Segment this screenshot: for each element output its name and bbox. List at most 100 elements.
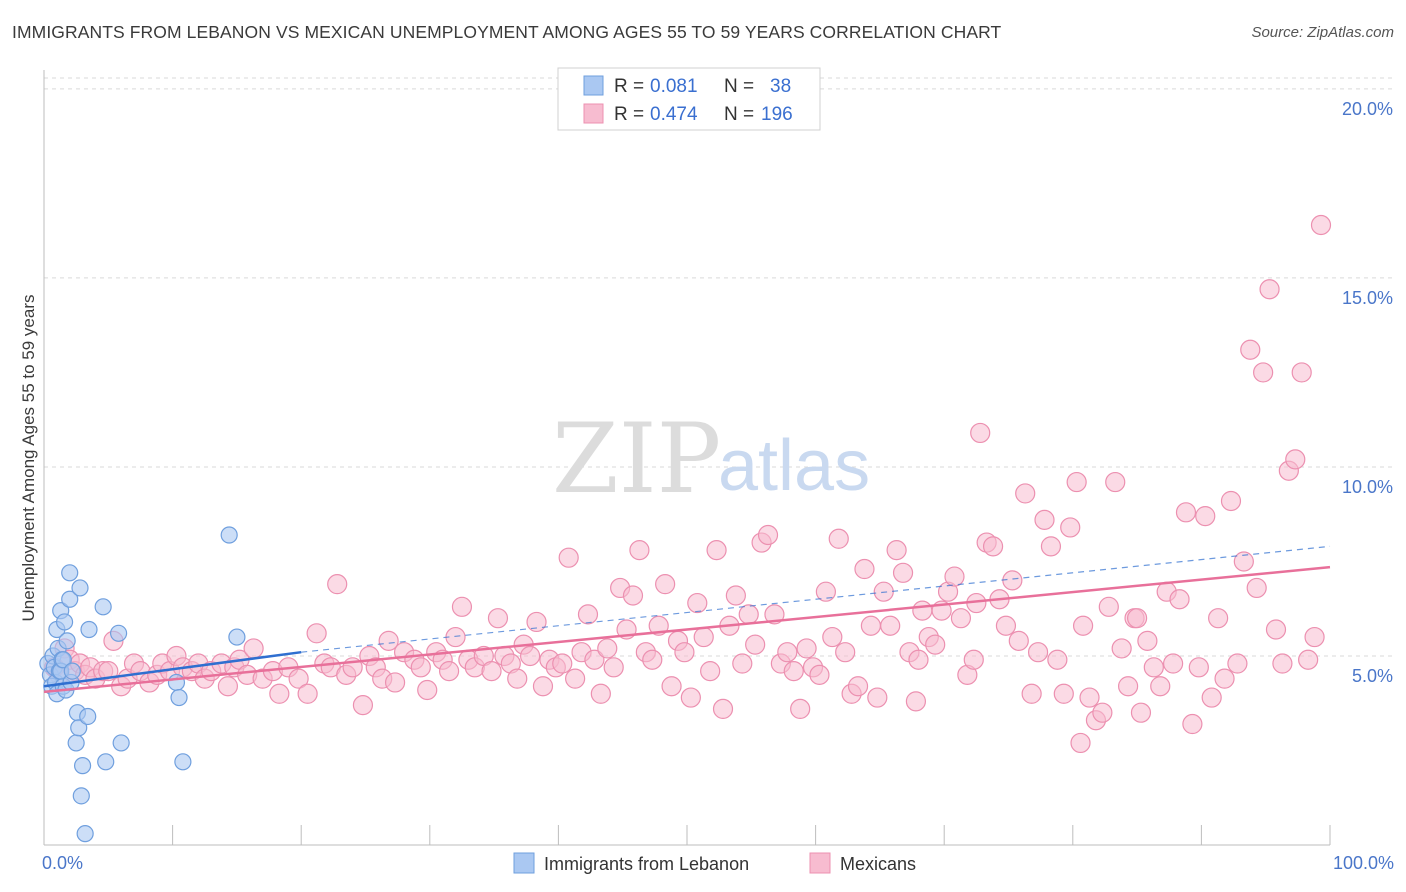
lebanon-point	[58, 632, 76, 650]
bottom-legend-label-mexicans: Mexicans	[840, 854, 916, 874]
mexicans-point	[847, 676, 869, 697]
mexicans-point	[1137, 630, 1158, 651]
mexicans-point	[1182, 713, 1203, 735]
mexicans-point	[854, 558, 875, 580]
mexicans-point	[629, 540, 650, 561]
bottom-legend-swatch-lebanon	[513, 852, 535, 874]
mexicans-point	[1027, 642, 1049, 663]
mexicans-point	[487, 608, 509, 629]
lebanon-point	[70, 719, 88, 737]
mexicans-point	[642, 649, 663, 670]
y-tick-label: 20.0%	[1342, 99, 1393, 119]
mexicans-point	[1272, 653, 1293, 674]
lebanon-point	[67, 734, 85, 752]
y-tick-label: 10.0%	[1342, 477, 1393, 497]
mexicans-point	[777, 642, 798, 663]
mexicans-point	[886, 540, 907, 561]
mexicans-point	[1298, 649, 1319, 670]
mexicans-point	[700, 660, 721, 682]
mexicans-point	[1111, 638, 1132, 659]
mexicans-point	[892, 562, 914, 583]
mexicans-point	[860, 615, 881, 636]
mexicans-point	[1143, 657, 1164, 678]
mexicans-point	[712, 698, 734, 720]
mexicans-point	[1175, 502, 1197, 523]
mexicans-point	[790, 698, 811, 720]
mexicans-point	[1060, 517, 1081, 538]
mexicans-point	[384, 672, 406, 693]
bottom-legend-label-lebanon: Immigrants from Lebanon	[544, 854, 749, 874]
watermark-atlas: atlas	[718, 426, 870, 506]
mexicans-point	[1246, 577, 1267, 599]
mexicans-point	[288, 668, 309, 689]
mexicans-point	[661, 676, 682, 697]
lebanon-point	[54, 651, 72, 669]
mexicans-point	[796, 638, 817, 659]
mexicans-point	[1092, 702, 1113, 723]
mexicans-point	[706, 540, 727, 561]
lebanon-point	[97, 753, 115, 771]
legend-n-value-1: 38	[770, 76, 791, 97]
mexicans-point	[1195, 505, 1216, 527]
mexicans-point	[674, 642, 695, 663]
mexicans-point	[558, 547, 579, 568]
mexicans-point	[835, 642, 856, 663]
y-tick-label: 5.0%	[1352, 666, 1393, 686]
lebanon-point	[76, 825, 94, 843]
mexicans-point	[1253, 362, 1274, 383]
mexicans-point	[905, 691, 927, 712]
mexicans-point	[1047, 649, 1068, 670]
legend-swatch-mexicans	[583, 103, 604, 124]
watermark-zip: ZIP	[552, 403, 721, 515]
mexicans-point	[577, 604, 599, 625]
mexicans-point	[597, 638, 618, 659]
mexicans-point	[1227, 653, 1248, 674]
mexicans-point	[828, 528, 849, 549]
grid-lines	[44, 77, 1392, 657]
lebanon-point	[61, 590, 79, 608]
lebanon-point	[55, 613, 74, 631]
mexicans-point	[982, 536, 1004, 557]
mexicans-point	[648, 615, 669, 636]
mexicans-point	[1265, 619, 1287, 640]
mexicans-point	[584, 649, 605, 670]
trend-lines	[43, 545, 1331, 694]
legend-r-label-2: R =	[614, 104, 644, 125]
mexicans-point	[1220, 490, 1242, 512]
lebanon-point	[228, 628, 246, 646]
lebanon-trend-line	[43, 650, 302, 688]
mexicans-point	[867, 687, 888, 708]
mexicans-point	[1070, 732, 1091, 754]
mexicans-point	[1214, 668, 1235, 689]
mexicans-point	[687, 592, 708, 614]
mexicans-point	[680, 687, 701, 708]
x-tick-label: 0.0%	[42, 853, 83, 873]
mexicans-point	[1240, 339, 1261, 360]
mexicans-point	[507, 668, 528, 689]
legend-n-label-1: N =	[724, 76, 754, 97]
mexicans-point	[757, 524, 779, 546]
bottom-legend: Immigrants from Lebanon Mexicans	[513, 852, 916, 874]
mexicans-point	[306, 623, 327, 644]
mexicans-point	[417, 679, 438, 701]
mexicans-point	[1188, 657, 1209, 678]
mexicans-point	[352, 695, 374, 716]
mexicans-point	[1021, 683, 1042, 704]
mexicans-point	[908, 649, 929, 670]
mexicans-point	[520, 645, 541, 667]
mexicans-point	[1150, 676, 1171, 697]
lebanon-point	[112, 734, 130, 752]
watermark: ZIP atlas	[552, 403, 870, 515]
mexicans-point	[764, 604, 785, 625]
mexicans-point	[1098, 596, 1119, 617]
chart-source: Source: ZipAtlas.com	[1251, 24, 1394, 41]
lebanon-trend-extension	[301, 545, 1331, 653]
mexicans-point	[532, 676, 554, 697]
mexicans-point	[783, 660, 804, 682]
mexicans-point	[1072, 615, 1094, 636]
mexicans-point	[1040, 536, 1062, 557]
mexicans-point	[1126, 608, 1148, 629]
mexicans-point	[880, 615, 901, 636]
lebanon-point	[80, 620, 98, 639]
